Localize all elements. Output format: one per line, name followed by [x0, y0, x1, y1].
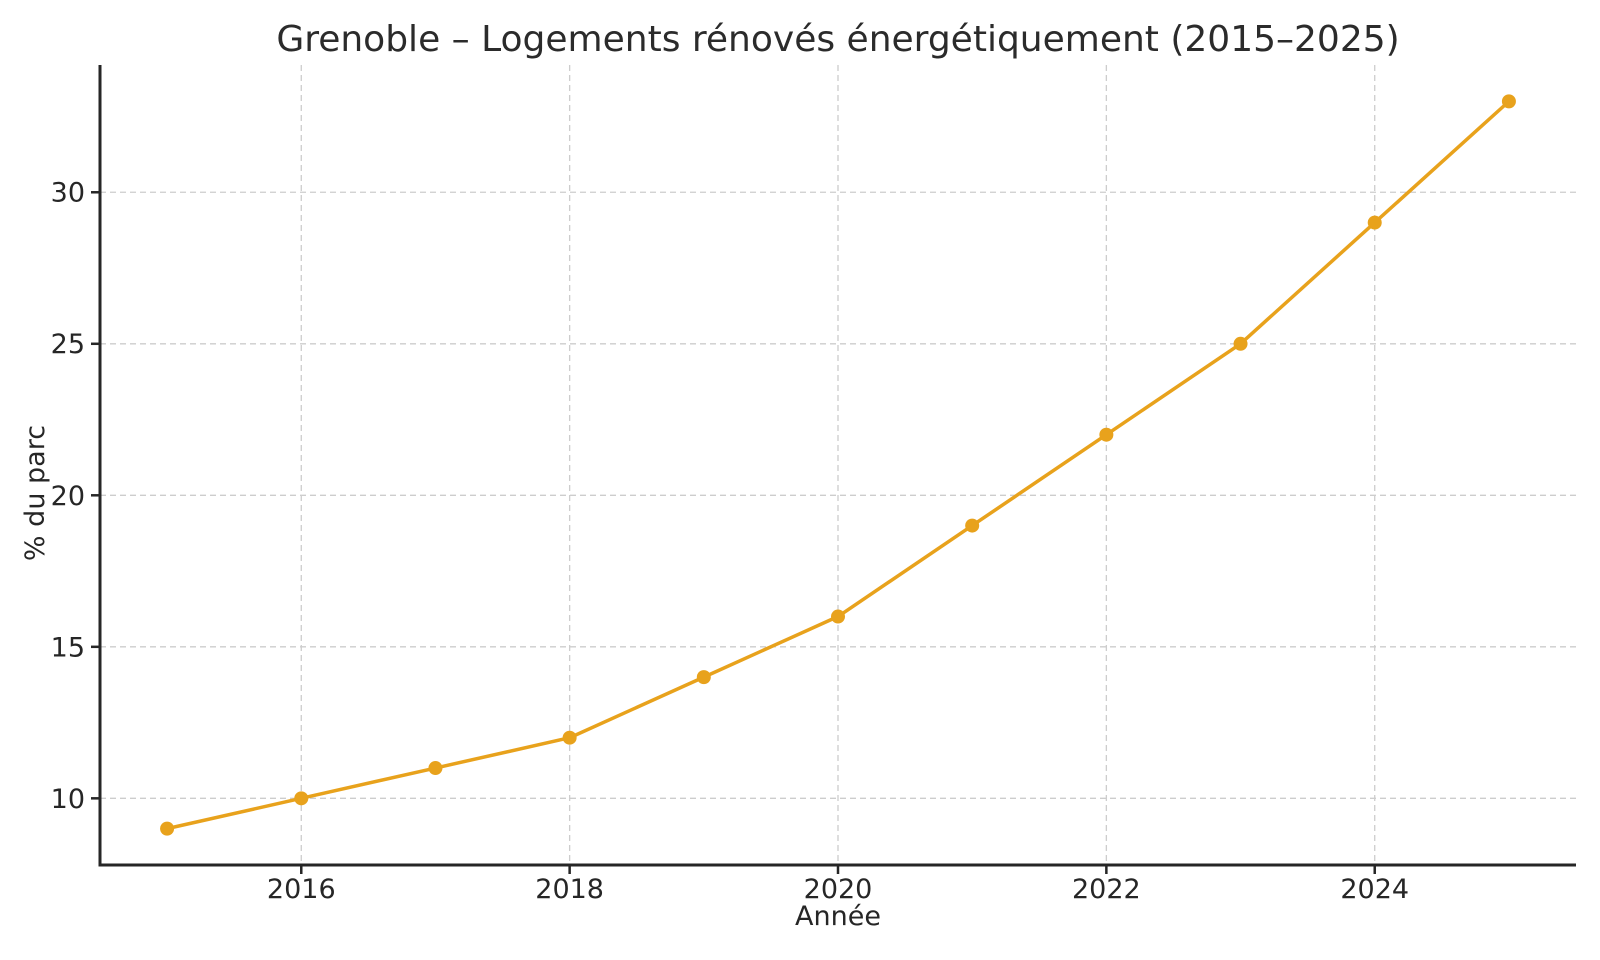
- data-point: [1501, 94, 1516, 109]
- y-tick-label: 20: [51, 481, 85, 512]
- x-tick-label: 2024: [1340, 874, 1409, 905]
- data-point: [1233, 336, 1248, 351]
- y-tick-label: 25: [51, 329, 85, 360]
- y-tick-label: 10: [51, 784, 85, 815]
- data-point: [831, 609, 845, 624]
- data-point: [1099, 427, 1114, 442]
- data-point: [1367, 215, 1382, 230]
- x-tick-label: 2022: [1072, 874, 1141, 905]
- x-tick-label: 2016: [267, 874, 336, 905]
- data-point: [294, 791, 309, 806]
- data-point: [562, 730, 577, 745]
- y-axis-label: % du parc: [20, 424, 51, 562]
- x-tick-label: 2020: [804, 874, 873, 905]
- data-point: [696, 670, 711, 685]
- chart-title: Grenoble – Logements rénovés énergétique…: [276, 19, 1400, 60]
- data-point: [965, 518, 980, 533]
- x-axis-label: Année: [795, 901, 881, 932]
- x-tick-label: 2018: [535, 874, 604, 905]
- y-tick-label: 30: [51, 178, 85, 209]
- y-tick-label: 15: [51, 632, 85, 663]
- data-point: [428, 761, 443, 776]
- data-point: [160, 821, 175, 836]
